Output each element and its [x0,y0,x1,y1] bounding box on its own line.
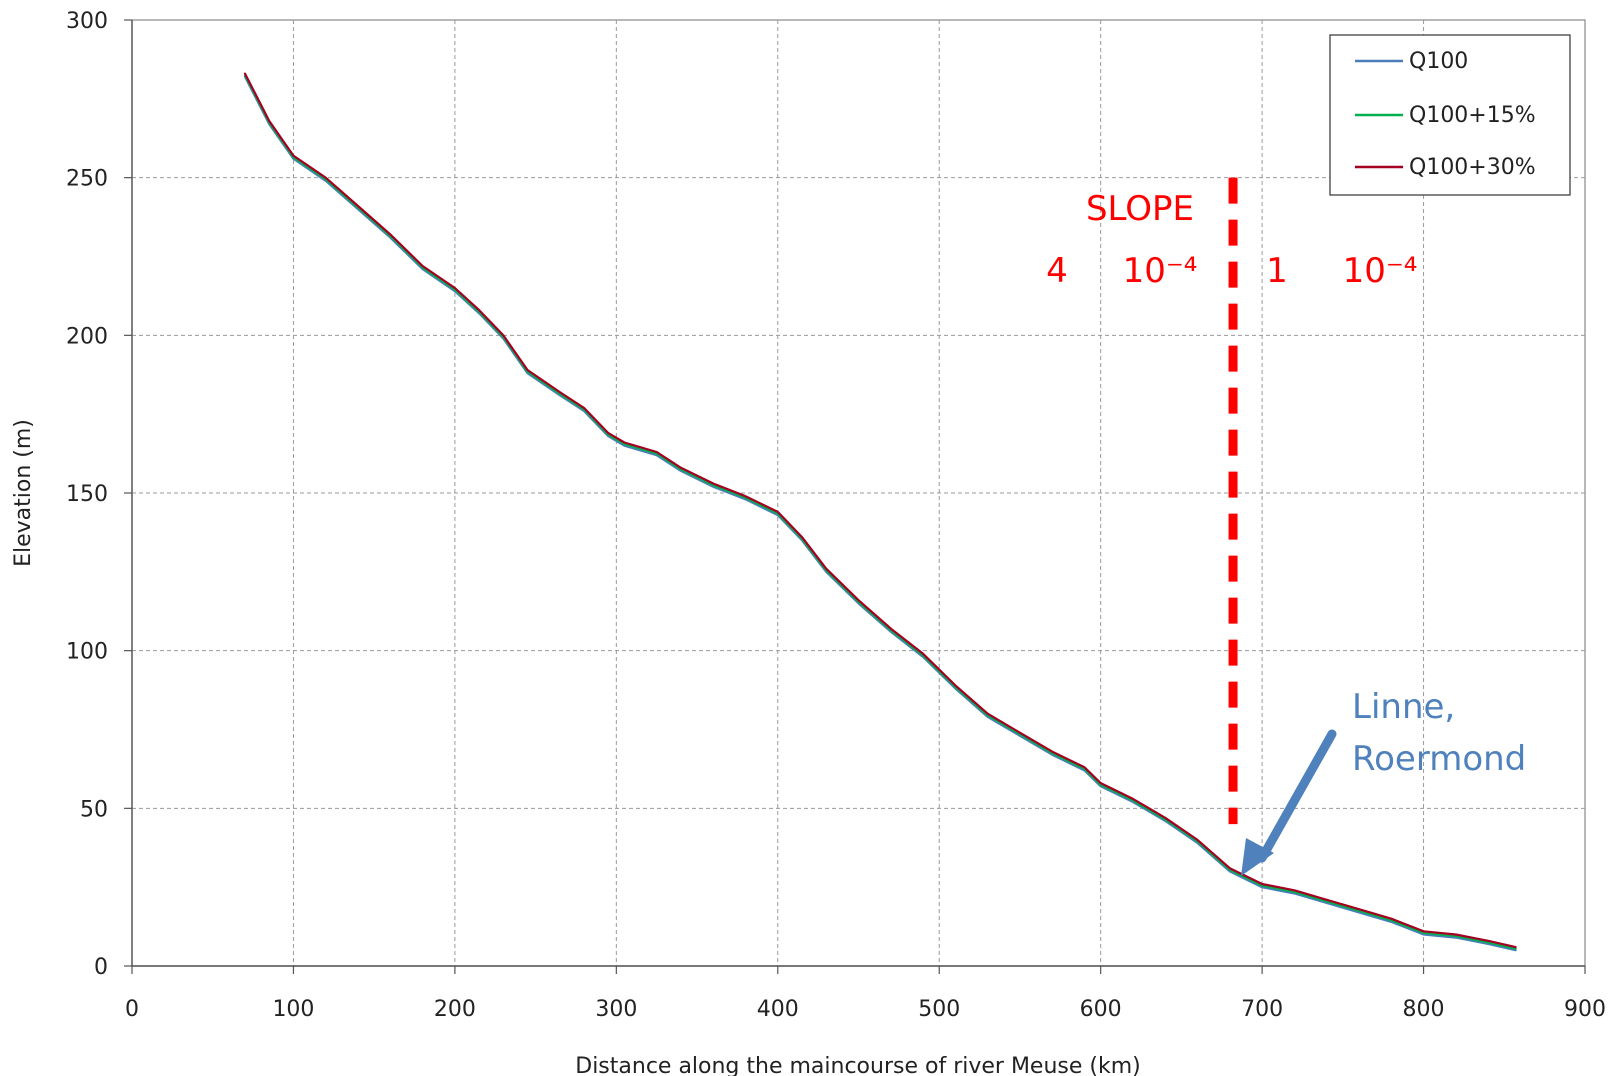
y-tick-label: 300 [66,9,108,34]
x-tick-label: 0 [125,997,139,1022]
x-tick-label: 500 [918,997,960,1022]
x-tick-label: 300 [595,997,637,1022]
legend-label-q100: Q100 [1409,49,1468,74]
x-tick-label: 700 [1241,997,1283,1022]
x-tick-label: 200 [434,997,476,1022]
y-tick-labels: 0 50 100 150 200 250 300 [66,9,108,980]
y-tick-label: 250 [66,167,108,192]
location-label-line1: Linne, [1352,687,1455,727]
y-tick-label: 200 [66,324,108,349]
legend: Q100 Q100+15% Q100+30% [1329,34,1571,196]
series-line-0 [243,75,1517,952]
slope-title: SLOPE [1086,189,1194,229]
legend-label-q100-15: Q100+15% [1409,103,1536,128]
y-axis-title: Elevation (m) [11,419,36,567]
y-tick-label: 150 [66,482,108,507]
x-tick-label: 800 [1403,997,1445,1022]
x-axis-title: Distance along the maincourse of river M… [575,1054,1140,1076]
annotations: SLOPE 4 10⁻⁴ 1 10⁻⁴ Linne, Roermond [1046,189,1526,876]
x-tick-label: 600 [1080,997,1122,1022]
x-tick-label: 400 [757,997,799,1022]
slope-right-exp: 10⁻⁴ [1343,251,1418,291]
y-tick-label: 50 [80,797,108,822]
location-arrow-shaft [1257,729,1337,863]
y-tick-label: 100 [66,640,108,665]
x-tick-label: 100 [272,997,314,1022]
slope-right-coef: 1 [1266,251,1288,291]
location-label-line2: Roermond [1352,739,1526,779]
slope-left-coef: 4 [1046,251,1068,291]
axes [124,19,1586,974]
slope-left-exp: 10⁻⁴ [1123,251,1198,291]
series-line-1 [243,74,1517,950]
series-lines [243,72,1517,952]
location-arrow-head [1241,838,1274,876]
series-line-2 [243,72,1517,949]
y-tick-label: 0 [94,955,108,980]
legend-label-q100-30: Q100+30% [1409,155,1536,180]
x-tick-label: 900 [1564,997,1606,1022]
x-tick-labels: 0 100 200 300 400 500 600 700 800 900 [125,997,1606,1022]
